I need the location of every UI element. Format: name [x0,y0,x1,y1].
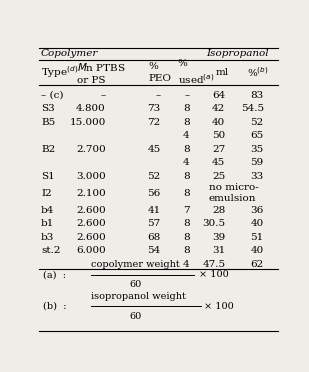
Text: 65: 65 [251,131,264,140]
Text: 52: 52 [251,118,264,127]
Text: 8: 8 [183,246,189,255]
Text: 40: 40 [212,118,226,127]
Text: 42: 42 [212,105,226,113]
Text: 56: 56 [147,189,161,198]
Text: %
PEO: % PEO [149,62,172,83]
Text: 4: 4 [183,131,189,140]
Text: 60: 60 [130,280,142,289]
Text: 8: 8 [183,172,189,181]
Text: 8: 8 [183,189,189,198]
Text: copolymer weight: copolymer weight [91,260,180,269]
Text: (b)  :: (b) : [43,302,67,311]
Text: 2.100: 2.100 [76,189,106,198]
Text: 30.5: 30.5 [202,219,226,228]
Text: b4: b4 [41,206,54,215]
Text: 52: 52 [147,172,161,181]
Text: 4: 4 [183,260,189,269]
Text: 7: 7 [183,206,189,215]
Text: I2: I2 [41,189,52,198]
Text: b1: b1 [41,219,54,228]
Text: Type$^{(d)}$: Type$^{(d)}$ [41,64,78,80]
Text: 27: 27 [212,145,226,154]
Text: 4.800: 4.800 [76,105,106,113]
Text: 64: 64 [212,91,226,100]
Text: 8: 8 [183,219,189,228]
Text: 33: 33 [251,172,264,181]
Text: –: – [184,91,189,100]
Text: 39: 39 [212,233,226,242]
Text: (a)  :: (a) : [43,270,66,279]
Text: 6.000: 6.000 [76,246,106,255]
Text: 28: 28 [212,206,226,215]
Text: 2.700: 2.700 [76,145,106,154]
Text: 83: 83 [251,91,264,100]
Text: 59: 59 [251,158,264,167]
Text: %
used$^{(a)}$: % used$^{(a)}$ [177,59,214,86]
Text: 47.5: 47.5 [202,260,226,269]
Text: 8: 8 [183,118,189,127]
Text: 54: 54 [147,246,161,255]
Text: 62: 62 [251,260,264,269]
Text: 68: 68 [147,233,161,242]
Text: × 100: × 100 [199,270,229,279]
Text: 73: 73 [147,105,161,113]
Text: 36: 36 [251,206,264,215]
Text: %$^{(b)}$: %$^{(b)}$ [247,65,269,79]
Text: B2: B2 [41,145,55,154]
Text: 8: 8 [183,145,189,154]
Text: –: – [100,91,106,100]
Text: 25: 25 [212,172,226,181]
Text: 57: 57 [147,219,161,228]
Text: 31: 31 [212,246,226,255]
Text: S1: S1 [41,172,55,181]
Text: 41: 41 [147,206,161,215]
Text: B5: B5 [41,118,55,127]
Text: 2.600: 2.600 [76,233,106,242]
Text: –: – [155,91,161,100]
Text: 72: 72 [147,118,161,127]
Text: 2.600: 2.600 [76,219,106,228]
Text: Copolymer: Copolymer [41,49,98,58]
Text: S3: S3 [41,105,55,113]
Text: ml: ml [216,68,229,77]
Text: 54.5: 54.5 [241,105,264,113]
Text: 40: 40 [251,219,264,228]
Text: 51: 51 [251,233,264,242]
Text: 35: 35 [251,145,264,154]
Text: b3: b3 [41,233,54,242]
Text: 8: 8 [183,233,189,242]
Text: $\bar{M}$n PTBS
or PS: $\bar{M}$n PTBS or PS [77,60,126,86]
Text: 15.000: 15.000 [69,118,106,127]
Text: × 100: × 100 [204,302,234,311]
Text: 8: 8 [183,105,189,113]
Text: 3.000: 3.000 [76,172,106,181]
Text: no micro-
emulsion: no micro- emulsion [209,183,258,203]
Text: 40: 40 [251,246,264,255]
Text: 60: 60 [130,312,142,321]
Text: – (c): – (c) [41,91,64,100]
Text: isopropanol weight: isopropanol weight [91,292,186,301]
Text: 4: 4 [183,158,189,167]
Text: Isopropanol: Isopropanol [206,49,269,58]
Text: st.2: st.2 [41,246,61,255]
Text: 2.600: 2.600 [76,206,106,215]
Text: 50: 50 [212,131,226,140]
Text: 45: 45 [147,145,161,154]
Text: 45: 45 [212,158,226,167]
